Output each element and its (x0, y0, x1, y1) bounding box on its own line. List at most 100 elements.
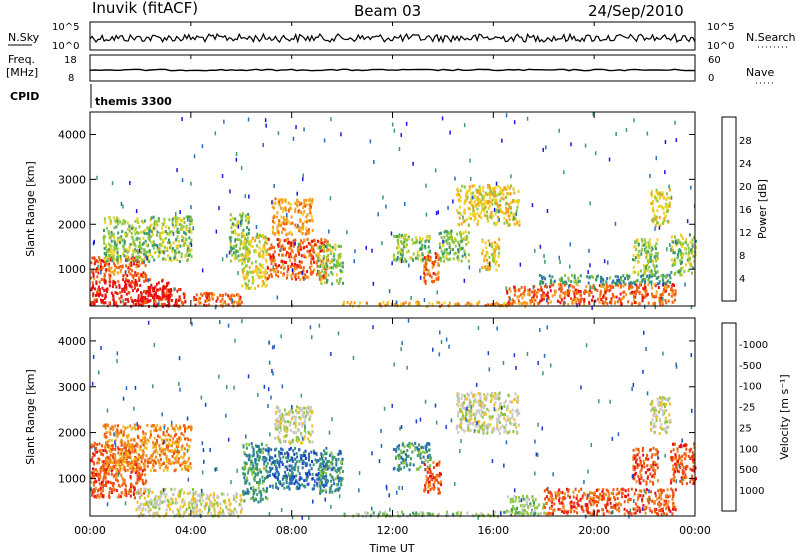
velocity-cell (233, 513, 236, 517)
power-cell (98, 256, 101, 260)
power-cell (140, 250, 143, 254)
power-cell (338, 280, 341, 284)
power-cell (505, 113, 508, 118)
velocity-cell (90, 443, 93, 447)
power-cell (156, 244, 159, 249)
power-cell (115, 265, 118, 269)
velocity-cell (177, 512, 180, 516)
power-cell (496, 201, 498, 205)
power-cell (636, 238, 639, 242)
velocity-cell (287, 485, 290, 489)
power-cell (142, 230, 145, 234)
power-cell (653, 255, 656, 259)
velocity-cell (102, 449, 105, 452)
power-cell (473, 194, 476, 198)
velocity-cell (128, 444, 131, 448)
power-cell (647, 241, 650, 245)
velocity-cell (154, 441, 157, 445)
power-cell (509, 214, 512, 217)
power-cell (465, 218, 468, 222)
power-cell (546, 291, 549, 295)
power-cell (114, 246, 117, 249)
power-cell (494, 212, 497, 216)
power-cell (183, 295, 186, 299)
power-cell (144, 296, 147, 300)
power-cell (109, 222, 112, 226)
velocity-cell (128, 489, 131, 493)
velocity-cell (188, 513, 191, 516)
power-cell (263, 247, 266, 251)
velocity-cell (164, 466, 167, 470)
power-cell (602, 294, 605, 298)
velocity-cell (209, 493, 212, 497)
power-cell (295, 277, 297, 281)
power-cell (619, 299, 622, 302)
power-cell (284, 222, 287, 226)
velocity-cell (183, 512, 186, 516)
power-cell (271, 205, 274, 209)
power-cell (489, 196, 491, 200)
power-cell (665, 202, 668, 206)
power-cell (632, 270, 635, 274)
power-cell (282, 253, 285, 257)
power-cell (263, 244, 266, 248)
power-cell (337, 257, 340, 261)
power-cell (563, 170, 565, 175)
power-cell (240, 235, 243, 239)
velocity-cell (171, 492, 174, 496)
power-cell (673, 283, 675, 287)
power-cell (489, 265, 492, 268)
velocity-cell (117, 451, 120, 455)
velocity-cell (253, 491, 256, 495)
power-cell (653, 273, 656, 277)
power-cell (476, 195, 479, 199)
power-cell (131, 274, 134, 278)
power-cell (241, 242, 244, 246)
power-cell (288, 259, 291, 263)
power-cell (477, 200, 480, 204)
power-cell (139, 284, 142, 287)
power-cell (671, 240, 673, 243)
power-cell (182, 236, 185, 240)
power-cell (461, 247, 463, 250)
power-cell (510, 184, 513, 188)
power-cell (266, 237, 269, 241)
power-cell (264, 268, 267, 272)
power-cell (488, 184, 491, 188)
power-cell (310, 245, 313, 249)
velocity-cell (131, 463, 134, 467)
power-cell (254, 250, 257, 254)
velocity-cell (131, 483, 134, 487)
power-cell (462, 246, 465, 250)
power-cell (477, 219, 480, 223)
power-cell (672, 292, 675, 296)
power-cell (113, 272, 116, 276)
power-cell (192, 226, 194, 231)
power-cell (681, 254, 684, 257)
velocity-cell (153, 501, 156, 505)
power-cell (508, 205, 511, 209)
power-cell (120, 294, 123, 298)
power-cell (140, 294, 143, 298)
power-cell (493, 254, 496, 258)
power-cell (92, 286, 94, 290)
velocity-cell (117, 483, 120, 487)
power-cell (153, 293, 156, 297)
power-cell (559, 282, 562, 286)
power-cell (271, 219, 274, 223)
power-cell (243, 277, 246, 281)
power-cell (302, 206, 305, 209)
power-cell (162, 284, 165, 288)
velocity-cell (196, 509, 199, 513)
velocity-cell (147, 457, 150, 461)
velocity-cell (258, 455, 261, 459)
power-cell (547, 296, 550, 300)
power-cell (298, 228, 301, 232)
power-cell (294, 223, 297, 227)
power-cell (649, 253, 652, 257)
power-cell (662, 195, 665, 199)
velocity-cell (228, 508, 231, 512)
power-cell (312, 257, 315, 261)
velocity-cell (127, 490, 130, 494)
power-cell (650, 253, 653, 257)
